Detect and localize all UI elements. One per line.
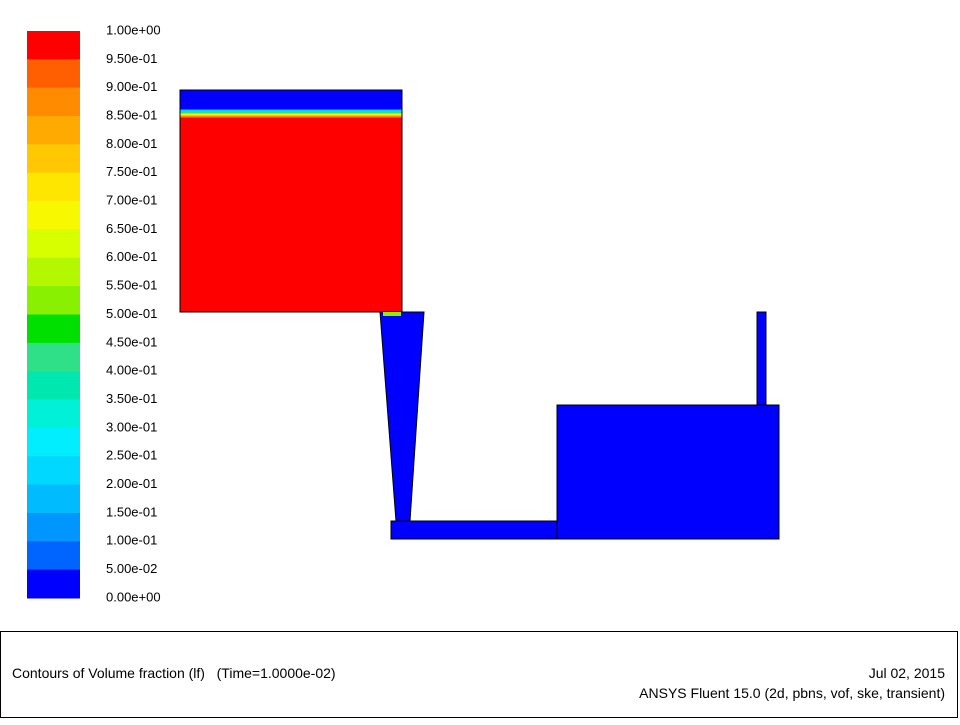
channel — [390, 520, 558, 540]
footer-title: Contours of Volume fraction (lf) (Time=1… — [12, 665, 336, 681]
interface — [180, 109, 402, 112]
colorbar-band — [27, 399, 80, 429]
colorbar-label: 7.00e-01 — [106, 193, 157, 208]
colorbar-band — [27, 229, 80, 259]
footer-date: Jul 02, 2015 — [869, 665, 945, 681]
colorbar-band — [27, 87, 80, 117]
colorbar-label: 1.50e-01 — [106, 504, 157, 519]
colorbar-band — [27, 314, 80, 344]
colorbar-band — [27, 569, 80, 599]
colorbar-band — [27, 172, 80, 202]
colorbar-band — [27, 201, 80, 230]
colorbar-label: 4.50e-01 — [106, 334, 157, 349]
colorbar-band — [27, 541, 80, 571]
colorbar-label: 1.00e+00 — [106, 22, 161, 37]
colorbar-band — [27, 456, 80, 486]
colorbar-label: 5.50e-01 — [106, 278, 157, 293]
colorbar-band — [27, 342, 80, 372]
colorbar-label: 3.00e-01 — [106, 419, 157, 434]
colorbar-label: 8.00e-01 — [106, 136, 157, 151]
interface — [180, 111, 402, 114]
colorbar-label: 9.00e-01 — [106, 79, 157, 94]
colorbar-band — [27, 31, 80, 60]
colorbar-label: 5.00e-01 — [106, 306, 157, 321]
colorbar: 1.00e+00 9.50e-01 9.00e-01 8.50e-01 8.00e-01… — [27, 22, 161, 604]
colorbar-band — [27, 286, 80, 315]
colorbar-band — [27, 512, 80, 542]
colorbar-band — [27, 484, 80, 514]
colorbar-label: 3.50e-01 — [106, 391, 157, 406]
colorbar-label: 1.00e-01 — [106, 533, 157, 548]
colorbar-label: 9.50e-01 — [106, 51, 157, 66]
tank — [179, 89, 403, 313]
interface — [180, 115, 402, 118]
colorbar-band — [27, 59, 80, 89]
colorbar-label: 4.00e-01 — [106, 363, 157, 378]
colorbar-label: 6.00e-01 — [106, 249, 157, 264]
colorbar-label: 6.50e-01 — [106, 221, 157, 236]
geometry — [179, 89, 780, 540]
colorbar-label: 8.50e-01 — [106, 107, 157, 122]
footer-box — [0, 631, 958, 718]
colorbar-label: 7.50e-01 — [106, 164, 157, 179]
colorbar-band — [27, 427, 80, 457]
colorbar-label: 2.00e-01 — [106, 476, 157, 491]
colorbar-band — [27, 116, 80, 145]
interface — [180, 113, 402, 116]
air-layer — [180, 90, 402, 110]
colorbar-band — [27, 371, 80, 401]
footer-software: ANSYS Fluent 15.0 (2d, pbns, vof, ske, t… — [639, 685, 945, 701]
colorbar-band — [27, 257, 80, 287]
colorbar-band — [27, 144, 80, 174]
vent — [756, 311, 767, 406]
chamber — [556, 404, 780, 540]
colorbar-label: 2.50e-01 — [106, 448, 157, 463]
colorbar-label: 5.00e-02 — [106, 561, 157, 576]
interface — [383, 312, 401, 316]
colorbar-label: 0.00e+00 — [106, 589, 161, 604]
